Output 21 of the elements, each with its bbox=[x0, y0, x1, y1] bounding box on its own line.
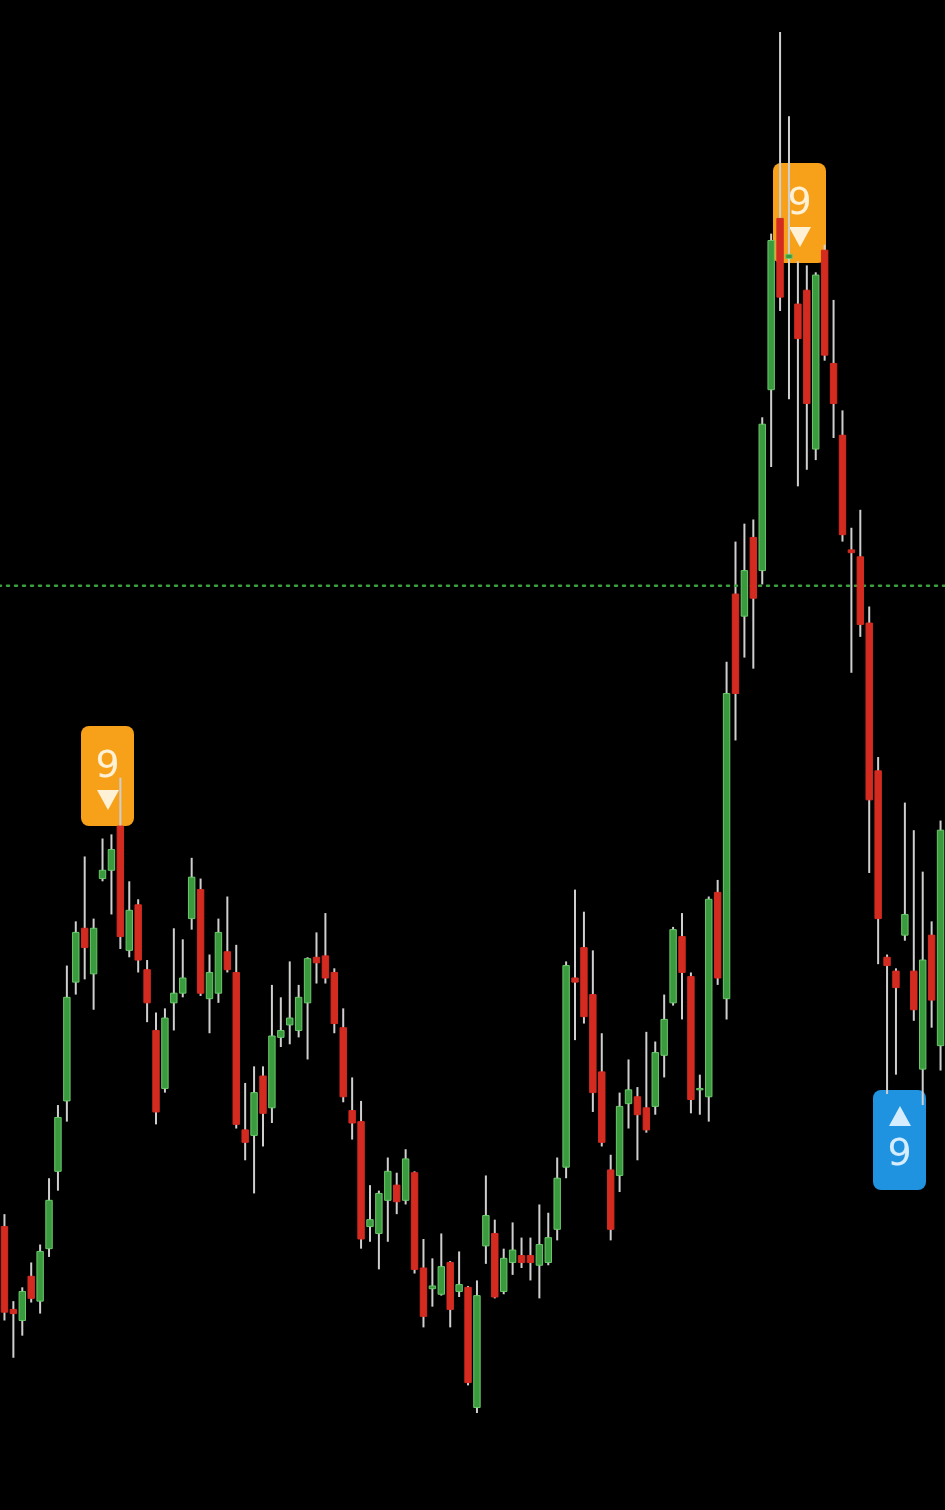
candlestick bbox=[455, 1250, 463, 1298]
annotation: 9 bbox=[887, 1130, 912, 1174]
candlestick bbox=[526, 1236, 535, 1282]
candlestick bbox=[892, 967, 900, 1076]
candlestick bbox=[9, 1300, 18, 1359]
candlestick bbox=[883, 953, 891, 1095]
candlestick bbox=[847, 526, 856, 674]
candlestick bbox=[393, 1171, 401, 1216]
candlestick bbox=[223, 895, 232, 974]
candlestick bbox=[624, 1058, 633, 1130]
annotation: 9 bbox=[95, 742, 120, 786]
candlestick bbox=[107, 833, 116, 916]
candlestick bbox=[241, 1081, 249, 1162]
candlestick bbox=[80, 855, 89, 981]
candlestick bbox=[517, 1236, 526, 1269]
candlestick bbox=[901, 801, 909, 942]
signal-badge: 9 bbox=[81, 726, 134, 826]
candlestick bbox=[27, 1261, 35, 1304]
candlestick bbox=[98, 837, 107, 883]
annotation: 9 bbox=[787, 179, 812, 223]
signal-badge: 9 bbox=[873, 1090, 926, 1190]
